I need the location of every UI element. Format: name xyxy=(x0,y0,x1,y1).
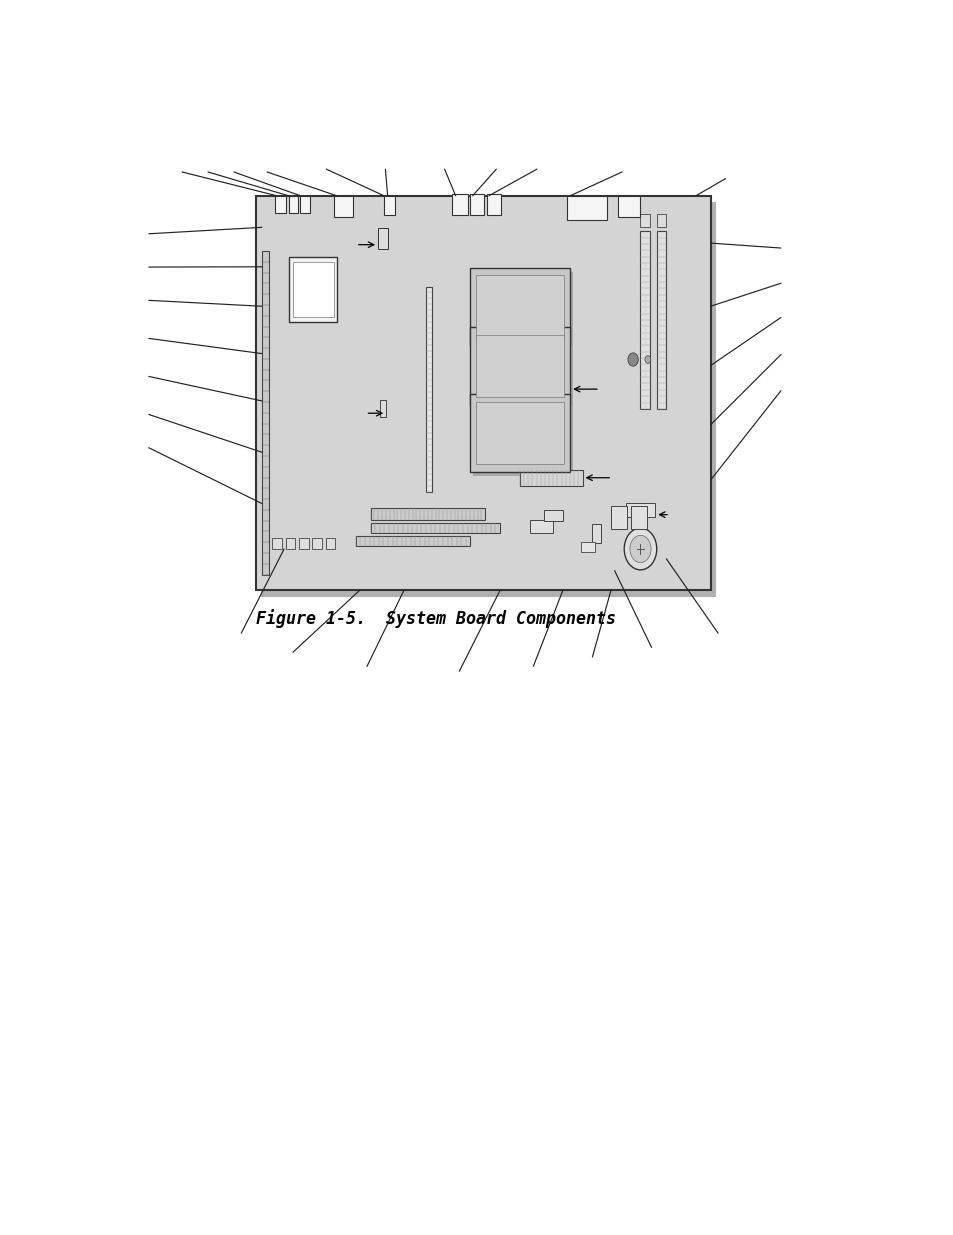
Circle shape xyxy=(623,529,656,569)
Bar xyxy=(312,538,321,548)
Bar xyxy=(377,228,388,249)
Bar xyxy=(383,195,395,215)
Bar xyxy=(476,335,564,398)
Bar xyxy=(618,196,639,216)
Bar xyxy=(639,214,649,227)
Bar xyxy=(470,327,570,405)
Bar xyxy=(639,231,649,409)
Bar xyxy=(261,203,715,597)
Bar xyxy=(293,262,334,317)
Bar xyxy=(470,394,570,472)
Bar xyxy=(476,275,564,338)
Bar xyxy=(473,398,573,475)
Bar xyxy=(470,194,483,215)
Bar xyxy=(473,331,573,409)
Bar xyxy=(544,510,562,521)
Bar xyxy=(325,538,335,548)
Text: Figure 1-5.  System Board Components: Figure 1-5. System Board Components xyxy=(255,609,616,629)
Bar xyxy=(592,524,600,543)
Bar xyxy=(487,194,500,215)
Bar xyxy=(370,522,499,534)
Bar xyxy=(370,508,485,520)
Bar xyxy=(288,196,298,212)
Bar xyxy=(334,196,353,216)
Bar xyxy=(630,506,646,530)
Circle shape xyxy=(629,535,650,563)
Bar xyxy=(519,469,582,485)
Bar xyxy=(580,542,594,552)
Bar xyxy=(355,536,470,546)
Bar xyxy=(656,231,665,409)
Circle shape xyxy=(644,356,650,363)
Bar xyxy=(272,538,282,548)
Bar xyxy=(473,272,573,350)
Bar xyxy=(625,503,655,517)
Bar xyxy=(656,214,665,227)
Bar xyxy=(470,268,570,346)
Bar xyxy=(300,196,310,212)
Bar xyxy=(380,400,386,416)
Circle shape xyxy=(627,353,638,367)
Bar xyxy=(529,520,553,534)
Bar xyxy=(452,194,468,215)
Bar xyxy=(285,538,294,548)
Bar xyxy=(262,251,269,574)
Bar xyxy=(610,506,626,530)
Bar xyxy=(476,401,564,464)
Bar xyxy=(255,196,710,590)
Bar xyxy=(274,196,286,212)
Bar xyxy=(289,257,337,322)
Bar xyxy=(566,196,606,220)
Bar xyxy=(426,287,432,492)
Bar xyxy=(298,538,308,548)
